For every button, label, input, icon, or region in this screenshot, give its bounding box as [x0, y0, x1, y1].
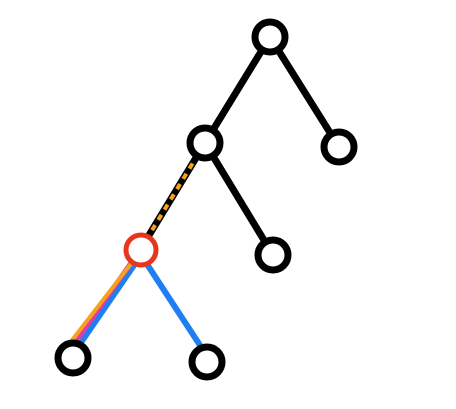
- edge-left-leftleft: [136, 139, 209, 254]
- edge-leftleft-leafb: [138, 252, 210, 359]
- edge-root-right: [266, 33, 343, 151]
- node-right: [320, 128, 358, 166]
- node-left-right: [254, 236, 292, 274]
- node-root: [251, 18, 289, 56]
- edge-left-leftright: [201, 139, 277, 259]
- edge-root-left: [201, 33, 274, 147]
- node-left-left: [123, 232, 159, 268]
- node-leaf-a: [54, 339, 92, 377]
- node-leaf-b: [188, 343, 226, 381]
- node-left: [186, 124, 224, 162]
